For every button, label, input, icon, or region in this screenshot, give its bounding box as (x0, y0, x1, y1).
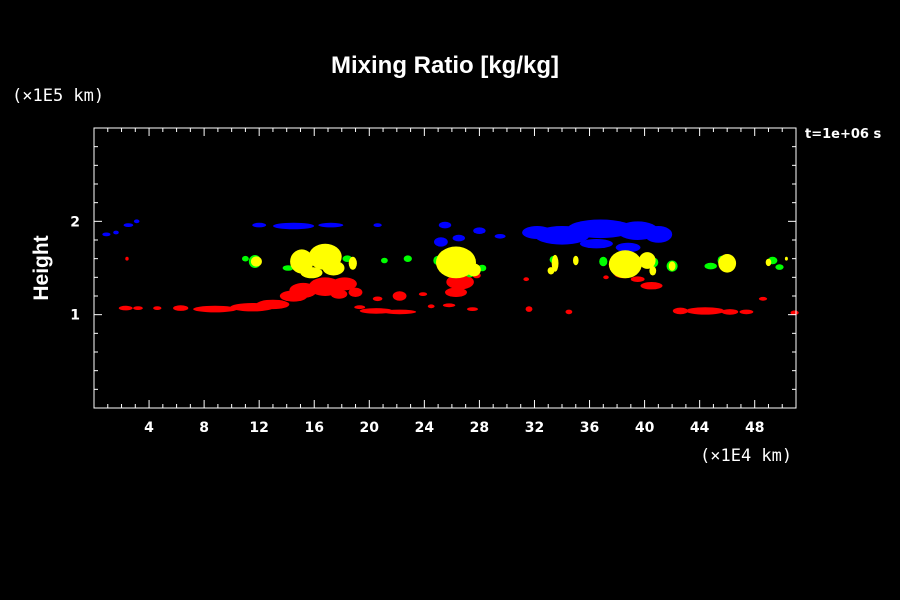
data-point (427, 304, 435, 309)
chart-title: Mixing Ratio [kg/kg] (331, 52, 559, 79)
time-label: t=1e+06 s (805, 127, 881, 142)
data-point (123, 223, 134, 228)
data-point (473, 227, 486, 234)
series-0 (102, 219, 673, 253)
data-point (446, 274, 474, 290)
data-point (348, 256, 357, 270)
x-tick-label: 28 (470, 420, 489, 436)
data-point (300, 267, 323, 279)
data-point (573, 255, 579, 266)
series-3 (250, 243, 788, 279)
data-point (348, 287, 363, 297)
y-tick-label: 1 (70, 308, 80, 324)
data-point (403, 255, 412, 262)
data-point (672, 307, 689, 315)
data-point (547, 267, 555, 275)
data-point (354, 305, 366, 310)
x-tick-label: 8 (199, 420, 209, 436)
plot-frame (93, 127, 797, 409)
x-unit-label: (×1E4 km) (700, 446, 792, 466)
data-point (373, 223, 382, 228)
data-point (721, 309, 739, 315)
data-point (685, 307, 725, 315)
data-point (790, 310, 799, 316)
data-point (630, 276, 645, 283)
data-point (445, 287, 467, 297)
data-point (434, 237, 448, 247)
data-point (668, 261, 676, 271)
data-point (242, 255, 249, 262)
data-point (282, 265, 294, 271)
data-point (332, 277, 357, 291)
x-tick-label: 16 (304, 420, 323, 436)
data-point (739, 309, 754, 315)
data-point (392, 291, 407, 301)
data-point (765, 258, 772, 267)
x-tick-label: 12 (249, 420, 268, 436)
data-point (523, 277, 529, 282)
x-tick-label: 40 (635, 420, 655, 436)
data-point (649, 266, 657, 276)
data-point (442, 303, 456, 308)
data-point (452, 234, 465, 242)
data-point (640, 282, 663, 290)
data-point (784, 256, 788, 261)
data-point (381, 257, 388, 264)
data-point (125, 256, 129, 261)
data-point (436, 246, 476, 279)
data-point (273, 222, 315, 230)
data-point (579, 239, 613, 249)
data-point (718, 253, 737, 273)
data-point (525, 306, 533, 312)
x-tick-label: 24 (415, 420, 435, 436)
x-tick-label: 32 (525, 420, 544, 436)
data-point (133, 219, 140, 224)
data-point (494, 234, 506, 239)
data-point (467, 263, 481, 277)
data-point (758, 296, 768, 301)
data-point (639, 252, 656, 269)
data-point (113, 230, 119, 235)
data-point (118, 305, 133, 311)
data-point (250, 256, 262, 267)
y-unit-label: (×1E5 km) (12, 86, 104, 106)
data-point (551, 254, 559, 272)
data-point (608, 250, 642, 279)
data-point (383, 309, 417, 315)
data-point (565, 309, 573, 315)
data-point (438, 221, 452, 229)
data-point (318, 222, 344, 228)
data-point (603, 275, 609, 280)
y-axis-label: Height (30, 235, 53, 300)
series-1 (118, 256, 799, 316)
x-tick-label: 44 (690, 420, 710, 436)
data-point (372, 296, 383, 302)
data-point (133, 306, 143, 310)
data-point (252, 222, 267, 228)
data-point (775, 264, 784, 270)
x-tick-label: 36 (580, 420, 599, 436)
data-point (322, 260, 345, 276)
x-tick-label: 20 (360, 420, 380, 436)
data-point (102, 232, 111, 237)
data-point (193, 305, 238, 313)
data-point (153, 306, 162, 310)
data-point (418, 292, 428, 296)
data-point (256, 299, 290, 310)
y-tick-label: 2 (70, 214, 80, 230)
data-point (644, 226, 673, 243)
data-point (615, 242, 641, 253)
data-point (173, 305, 189, 311)
data-point (704, 262, 717, 270)
data-layer (102, 219, 799, 316)
x-tick-label: 4 (144, 420, 154, 436)
data-point (467, 307, 478, 311)
x-tick-label: 48 (745, 420, 764, 436)
data-point (330, 289, 348, 299)
data-point (567, 219, 634, 239)
data-point (599, 256, 608, 267)
